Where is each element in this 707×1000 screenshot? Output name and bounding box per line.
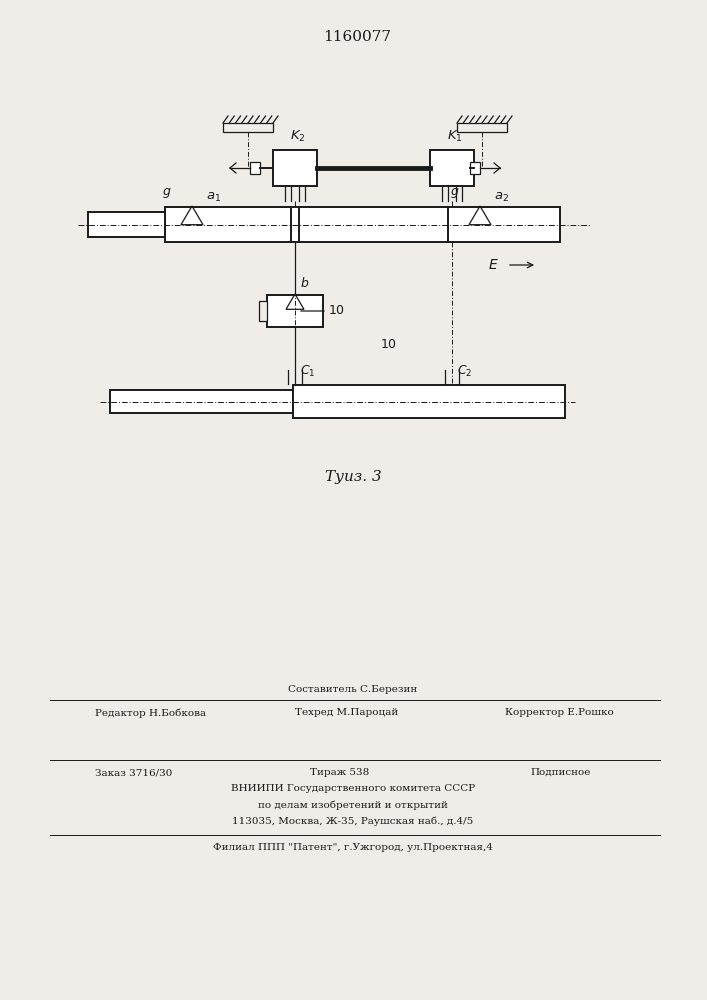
Text: $C_2$: $C_2$ [457, 363, 472, 379]
Text: Редактор Н.Бобкова: Редактор Н.Бобкова [95, 708, 206, 718]
Text: $10$: $10$ [380, 338, 397, 352]
Text: ВНИИПИ Государственного комитета СССР: ВНИИПИ Государственного комитета СССР [231, 784, 475, 793]
Text: $E$: $E$ [489, 258, 499, 272]
Text: $K_2$: $K_2$ [290, 129, 306, 144]
Text: $K_1$: $K_1$ [447, 129, 463, 144]
Text: $a_1$: $a_1$ [206, 190, 221, 204]
Bar [430, 150, 474, 186]
Text: Филиал ППП "Патент", г.Ужгород, ул.Проектная,4: Филиал ППП "Патент", г.Ужгород, ул.Проек… [213, 843, 493, 852]
Bar [457, 123, 507, 132]
Bar [470, 162, 480, 174]
Bar [273, 150, 317, 186]
Text: Тираж 538: Тираж 538 [310, 768, 369, 777]
Bar [223, 123, 273, 132]
Bar [250, 162, 260, 174]
Bar [293, 385, 565, 418]
Bar [267, 295, 323, 327]
Text: Подписное: Подписное [530, 768, 590, 777]
Bar [110, 390, 293, 413]
Text: Τуиз. 3: Τуиз. 3 [325, 470, 381, 484]
Text: $g$: $g$ [163, 186, 172, 200]
Text: Заказ 3716/30: Заказ 3716/30 [95, 768, 173, 777]
Text: 1160077: 1160077 [323, 30, 391, 44]
Text: Составитель С.Березин: Составитель С.Березин [288, 685, 418, 694]
Text: Техред М.Пароцай: Техред М.Пароцай [295, 708, 398, 717]
Text: $a_2$: $a_2$ [494, 190, 510, 204]
Bar [259, 301, 267, 321]
Bar [165, 207, 560, 242]
Text: Корректор Е.Рошко: Корректор Е.Рошко [505, 708, 614, 717]
Text: $b$: $b$ [300, 276, 310, 290]
Text: $C_1$: $C_1$ [300, 363, 315, 379]
Text: 113035, Москва, Ж-35, Раушская наб., д.4/5: 113035, Москва, Ж-35, Раушская наб., д.4… [233, 816, 474, 826]
Bar [88, 212, 165, 237]
Text: $10$: $10$ [328, 304, 345, 318]
Text: по делам изобретений и открытий: по делам изобретений и открытий [258, 800, 448, 810]
Text: $g$: $g$ [450, 186, 460, 200]
